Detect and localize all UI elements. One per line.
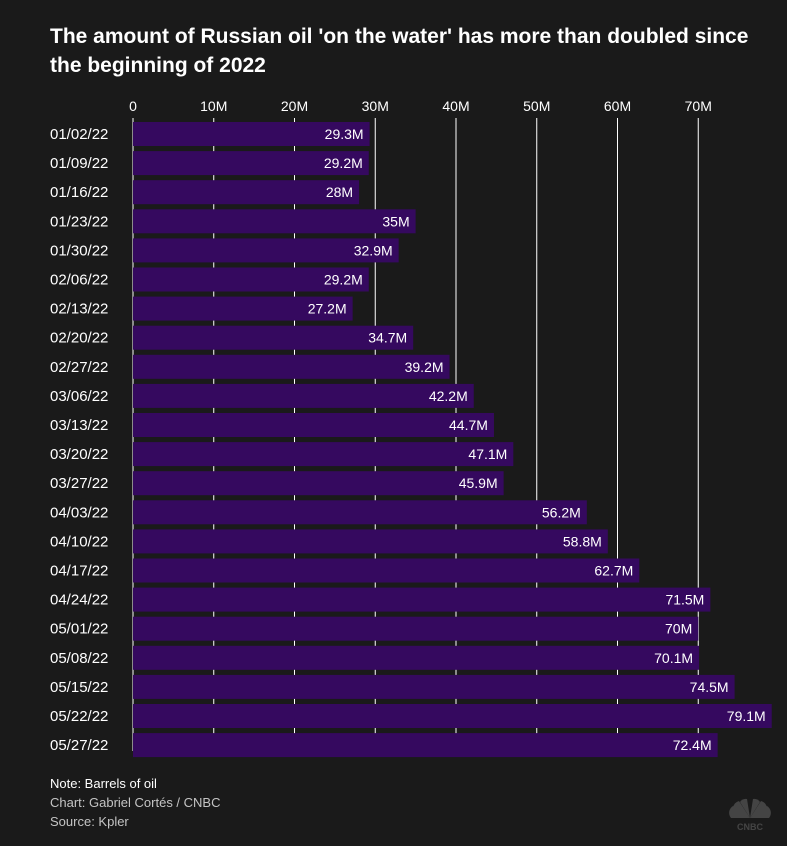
bar — [133, 325, 414, 350]
x-tick-label: 50M — [523, 98, 550, 114]
category-label: 01/30/22 — [50, 242, 108, 259]
category-label: 05/08/22 — [50, 650, 108, 667]
bar — [133, 122, 370, 146]
value-label: 62.7M — [594, 563, 633, 579]
bar — [133, 442, 514, 467]
category-labels: 01/02/22 01/09/22 01/16/22 01/23/22 01/30/22… — [50, 126, 108, 754]
value-label: 32.9M — [354, 242, 393, 258]
chart-title: The amount of Russian oil 'on the water'… — [50, 25, 749, 77]
value-label: 74.5M — [690, 679, 729, 695]
bar — [133, 645, 700, 670]
value-label: 29.2M — [324, 272, 363, 288]
category-label: 05/01/22 — [50, 621, 108, 638]
value-label: 29.2M — [324, 155, 363, 171]
x-tick-label: 60M — [604, 98, 631, 114]
category-label: 05/15/22 — [50, 679, 108, 696]
bar — [133, 674, 735, 699]
bar — [133, 267, 369, 292]
category-label: 02/27/22 — [50, 359, 108, 376]
category-label: 03/06/22 — [50, 388, 108, 405]
value-label: 42.2M — [429, 388, 468, 404]
bar — [133, 238, 399, 263]
bar — [133, 383, 474, 408]
footer-chart-credit: Chart: Gabriel Cortés / CNBC — [50, 795, 221, 810]
category-label: 05/27/22 — [50, 737, 108, 754]
category-label: 03/27/22 — [50, 475, 108, 492]
logo-text: CNBC — [737, 822, 763, 832]
value-label: 56.2M — [542, 504, 581, 520]
bar — [133, 209, 416, 234]
category-label: 04/03/22 — [50, 504, 108, 521]
bar — [133, 587, 711, 612]
category-label: 04/10/22 — [50, 533, 108, 550]
bar — [133, 413, 494, 437]
bar — [133, 151, 369, 176]
bar — [133, 616, 699, 641]
x-tick-label: 40M — [442, 98, 469, 114]
value-label: 70.1M — [654, 650, 693, 666]
x-tick-label: 20M — [281, 98, 308, 114]
category-label: 03/20/22 — [50, 446, 108, 463]
category-label: 02/13/22 — [50, 301, 108, 318]
value-labels: 29.3M 29.2M 28M 35M 32.9M 29.2M 27.2M 34.7M 39.2… — [308, 126, 766, 753]
bar — [133, 733, 718, 758]
value-label: 29.3M — [325, 126, 364, 142]
x-axis-ticks: 0 10M 20M 30M 40M 50M 60M 70M — [129, 98, 712, 114]
value-label: 58.8M — [563, 533, 602, 549]
category-label: 01/02/22 — [50, 126, 108, 143]
bar — [133, 704, 772, 728]
bar — [133, 354, 450, 379]
bar — [133, 296, 353, 321]
bar — [133, 558, 640, 583]
value-label: 72.4M — [673, 737, 712, 753]
x-tick-label: 10M — [200, 98, 227, 114]
category-label: 04/17/22 — [50, 563, 108, 580]
category-label: 04/24/22 — [50, 592, 108, 609]
bar — [133, 471, 504, 496]
bars — [133, 122, 772, 758]
x-tick-label: 70M — [685, 98, 712, 114]
value-label: 79.1M — [727, 708, 766, 724]
category-label: 02/06/22 — [50, 272, 108, 289]
category-label: 01/09/22 — [50, 155, 108, 172]
value-label: 70M — [665, 621, 692, 637]
value-label: 47.1M — [468, 446, 507, 462]
bar-chart: 0 10M 20M 30M 40M 50M 60M 70M 01/02/2201/09/220… — [50, 98, 772, 758]
category-label: 01/16/22 — [50, 184, 108, 201]
value-label: 39.2M — [405, 359, 444, 375]
value-label: 45.9M — [459, 475, 498, 491]
value-label: 27.2M — [308, 301, 347, 317]
footer-source: Source: Kpler — [50, 814, 129, 829]
category-label: 05/22/22 — [50, 708, 108, 725]
value-label: 44.7M — [449, 417, 488, 433]
category-label: 03/13/22 — [50, 417, 108, 434]
cnbc-peacock-icon: CNBC — [729, 798, 771, 832]
bar — [133, 180, 360, 205]
bar — [133, 500, 587, 525]
bar — [133, 529, 608, 554]
value-label: 71.5M — [665, 592, 704, 608]
value-label: 34.7M — [368, 330, 407, 346]
category-label: 02/20/22 — [50, 330, 108, 347]
value-label: 28M — [326, 184, 353, 200]
x-tick-label: 30M — [362, 98, 389, 114]
footer-note: Note: Barrels of oil — [50, 776, 157, 791]
category-label: 01/23/22 — [50, 213, 108, 230]
value-label: 35M — [382, 213, 409, 229]
footer: Note: Barrels of oil Chart: Gabriel Cort… — [50, 774, 221, 831]
x-tick-label: 0 — [129, 98, 137, 114]
